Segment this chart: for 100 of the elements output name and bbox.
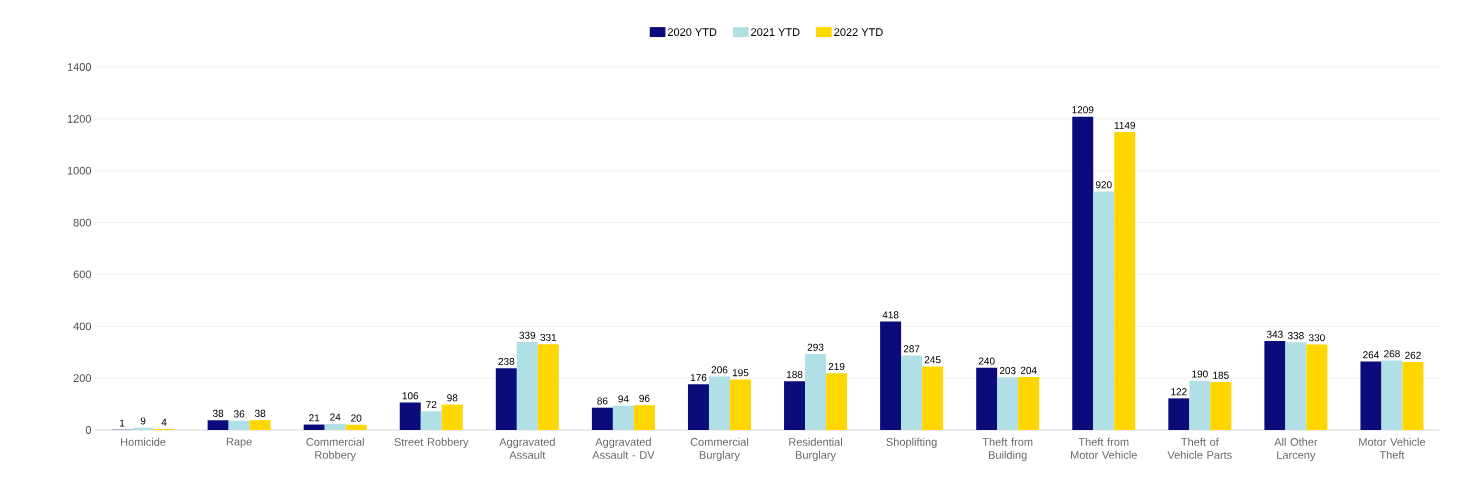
bar: [1189, 380, 1211, 430]
data-label: 38: [212, 409, 224, 417]
x-tick-label: Theft from Building: [982, 437, 1033, 462]
data-label: 4: [161, 418, 167, 426]
legend-label: 2021 YTD: [751, 28, 800, 36]
y-tick-label: 1200: [67, 114, 92, 123]
data-label: 188: [786, 370, 803, 379]
data-label: 195: [732, 369, 749, 377]
x-tick-label: Street Robbery: [394, 437, 469, 449]
bar: [901, 355, 923, 430]
bar: [516, 342, 538, 430]
bar: [1402, 362, 1424, 430]
y-tick-label: 0: [85, 426, 92, 434]
data-label: 240: [978, 357, 995, 365]
bar: [1018, 377, 1040, 430]
bar: [228, 420, 250, 430]
bar: [420, 411, 442, 430]
bar: [591, 407, 613, 430]
x-tick-label: Rape: [226, 437, 252, 448]
legend-label: 2020 YTD: [667, 28, 717, 36]
data-label: 24: [330, 413, 341, 421]
y-tick-label: 200: [73, 374, 92, 383]
bar: [399, 402, 421, 430]
bar: [1360, 361, 1382, 430]
data-label: 331: [540, 333, 557, 341]
data-label: 293: [807, 343, 824, 351]
x-tick-label: Theft of Vehicle Parts: [1167, 437, 1232, 459]
bar: [729, 379, 751, 430]
bar: [1306, 344, 1328, 430]
bar: [922, 366, 944, 430]
bar: [495, 368, 517, 430]
data-label: 418: [882, 311, 899, 319]
data-label: 94: [618, 395, 629, 403]
data-label: 21: [309, 414, 320, 422]
data-label: 338: [1287, 332, 1304, 340]
data-label: 219: [828, 362, 845, 370]
y-tick-label: 400: [73, 322, 92, 331]
data-label: 264: [1363, 351, 1379, 359]
bar: [303, 424, 325, 430]
data-label: 339: [519, 331, 536, 339]
x-tick-label: Aggravated Assault: [499, 437, 555, 459]
y-tick-label: 1400: [67, 63, 92, 71]
y-tick-label: 600: [73, 270, 92, 279]
data-label: 9: [140, 417, 146, 425]
bar: [1093, 191, 1115, 430]
legend-label: 2022 YTD: [834, 28, 883, 36]
x-tick-label: Theft from Motor Vehicle: [1071, 437, 1137, 459]
bar: [324, 423, 346, 430]
data-label: 1209: [1072, 106, 1094, 114]
bar: [826, 373, 848, 430]
data-label: 343: [1266, 330, 1283, 338]
data-label: 204: [1020, 366, 1037, 374]
x-tick-label: Commercial Robbery: [306, 437, 364, 462]
data-label: 190: [1192, 370, 1208, 378]
x-tick-label: Commercial Burglary: [690, 437, 749, 462]
data-label: 203: [999, 367, 1016, 375]
x-tick-label: Shoplifting: [886, 437, 937, 449]
bar: [708, 376, 730, 430]
data-label: 122: [1171, 388, 1187, 396]
bar: [880, 321, 902, 430]
data-label: 1149: [1114, 121, 1136, 129]
data-label: 206: [711, 366, 728, 374]
bar: [207, 420, 229, 430]
bar: [1072, 116, 1094, 430]
bar: [687, 384, 709, 430]
bar: [345, 424, 367, 430]
data-label: 86: [597, 397, 608, 405]
bar: [249, 420, 271, 430]
x-tick-label: Residential Burglary: [789, 437, 842, 462]
bar: [1168, 398, 1190, 430]
bar: [1285, 342, 1307, 430]
data-label: 96: [639, 394, 650, 402]
x-tick-label: Motor Vehicle Theft: [1359, 437, 1426, 459]
data-label: 20: [351, 414, 362, 422]
data-label: 176: [690, 374, 707, 382]
data-label: 1: [120, 419, 125, 427]
data-label: 36: [233, 410, 245, 418]
bar: [1264, 341, 1286, 430]
bar: [976, 367, 998, 430]
data-label: 245: [924, 356, 941, 364]
data-label: 268: [1384, 350, 1400, 358]
x-tick-label: Homicide: [121, 437, 166, 446]
data-label: 920: [1095, 181, 1112, 189]
data-label: 38: [254, 409, 266, 417]
data-label: 287: [903, 345, 920, 353]
x-tick-label: All Other Larceny: [1274, 437, 1318, 462]
bar: [1381, 360, 1403, 430]
data-label: 262: [1405, 351, 1421, 359]
data-label: 330: [1308, 334, 1325, 342]
data-label: 185: [1213, 371, 1229, 379]
bar: [633, 405, 655, 430]
bar: [805, 354, 827, 430]
bar: [1114, 132, 1136, 430]
bar: [784, 381, 806, 430]
data-label: 98: [447, 394, 458, 402]
bar: [997, 377, 1019, 430]
data-label: 238: [498, 358, 515, 366]
x-tick-label: Aggravated Assault - DV: [592, 437, 655, 459]
bar: [612, 405, 634, 430]
bar: [537, 344, 559, 430]
